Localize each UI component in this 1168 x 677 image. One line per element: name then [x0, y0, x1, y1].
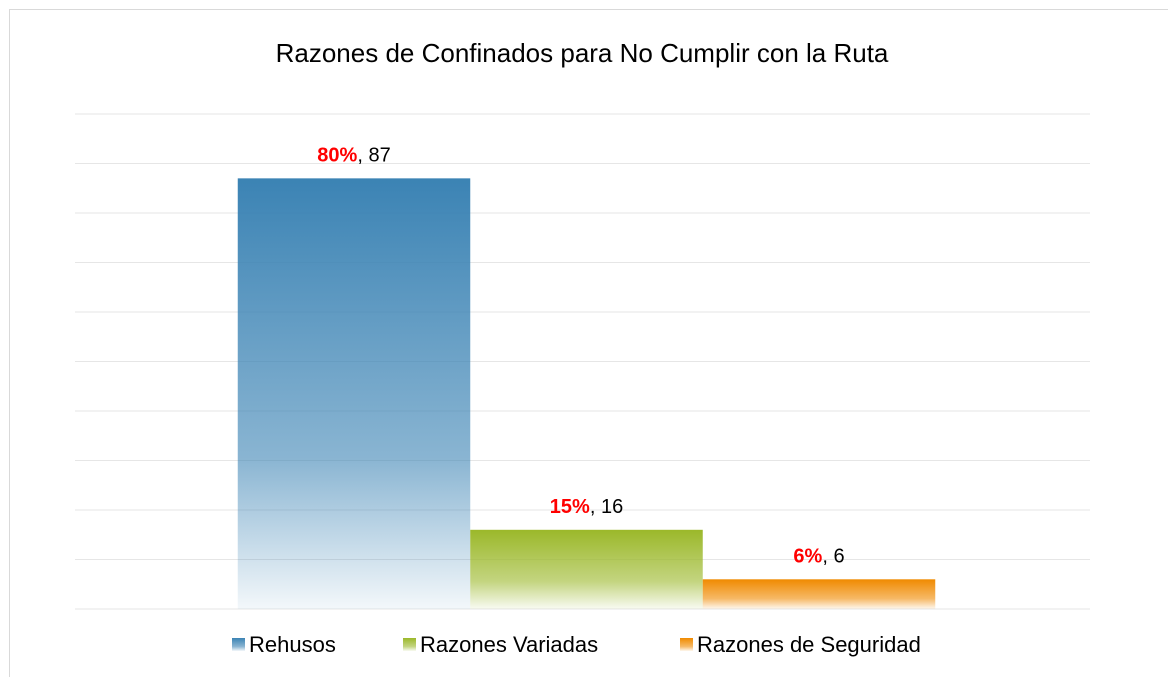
legend-swatch: [680, 638, 693, 651]
legend-swatch: [403, 638, 416, 651]
legend-label: Razones Variadas: [420, 632, 598, 657]
data-label: 80%, 87: [317, 145, 390, 167]
chart-title: Razones de Confinados para No Cumplir co…: [276, 38, 889, 68]
data-label: 15%, 16: [550, 496, 623, 518]
bar: [470, 529, 703, 609]
data-label: 6%, 6: [793, 546, 844, 568]
bar: [237, 178, 471, 609]
legend-label: Razones de Seguridad: [697, 632, 921, 657]
bar: [702, 579, 936, 609]
legend-label: Rehusos: [249, 632, 336, 657]
legend-swatch: [232, 638, 245, 651]
